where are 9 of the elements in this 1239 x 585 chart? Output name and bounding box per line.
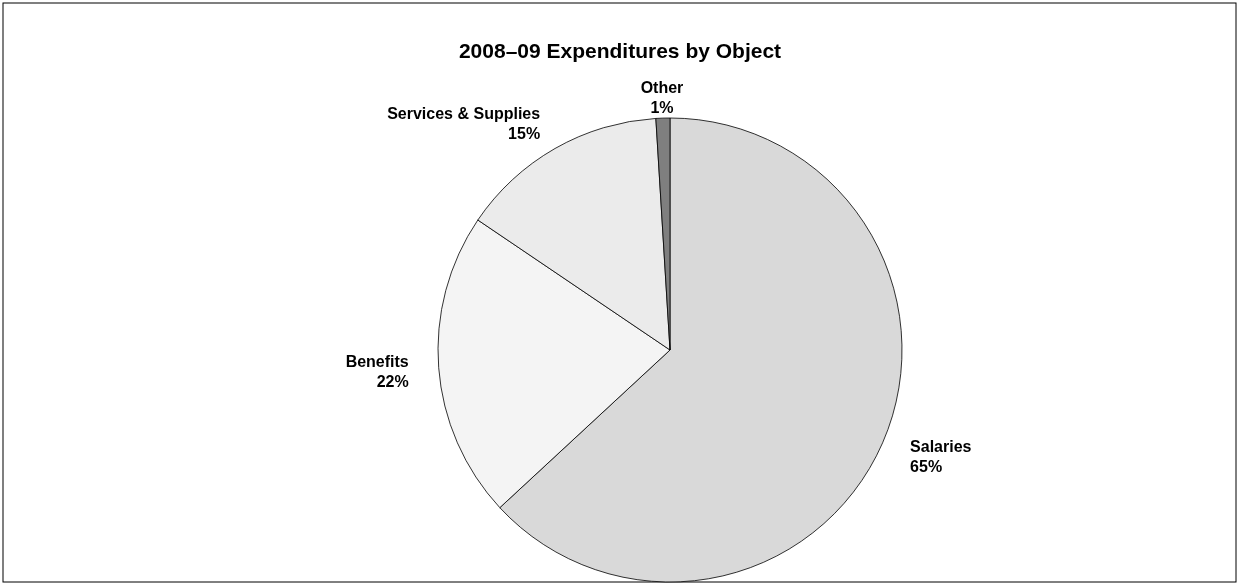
data-label: 1%	[650, 98, 674, 116]
data-label: 15%	[508, 125, 541, 143]
data-label: 22%	[376, 372, 409, 390]
chart-title: 2008–09 Expenditures by Object	[458, 39, 782, 62]
slice-label: Benefits	[345, 352, 409, 370]
slice-label: Services & Supplies	[387, 105, 541, 123]
data-label: 65%	[910, 457, 943, 475]
slice-label: Salaries	[910, 437, 972, 455]
slice-label: Other	[640, 78, 684, 96]
